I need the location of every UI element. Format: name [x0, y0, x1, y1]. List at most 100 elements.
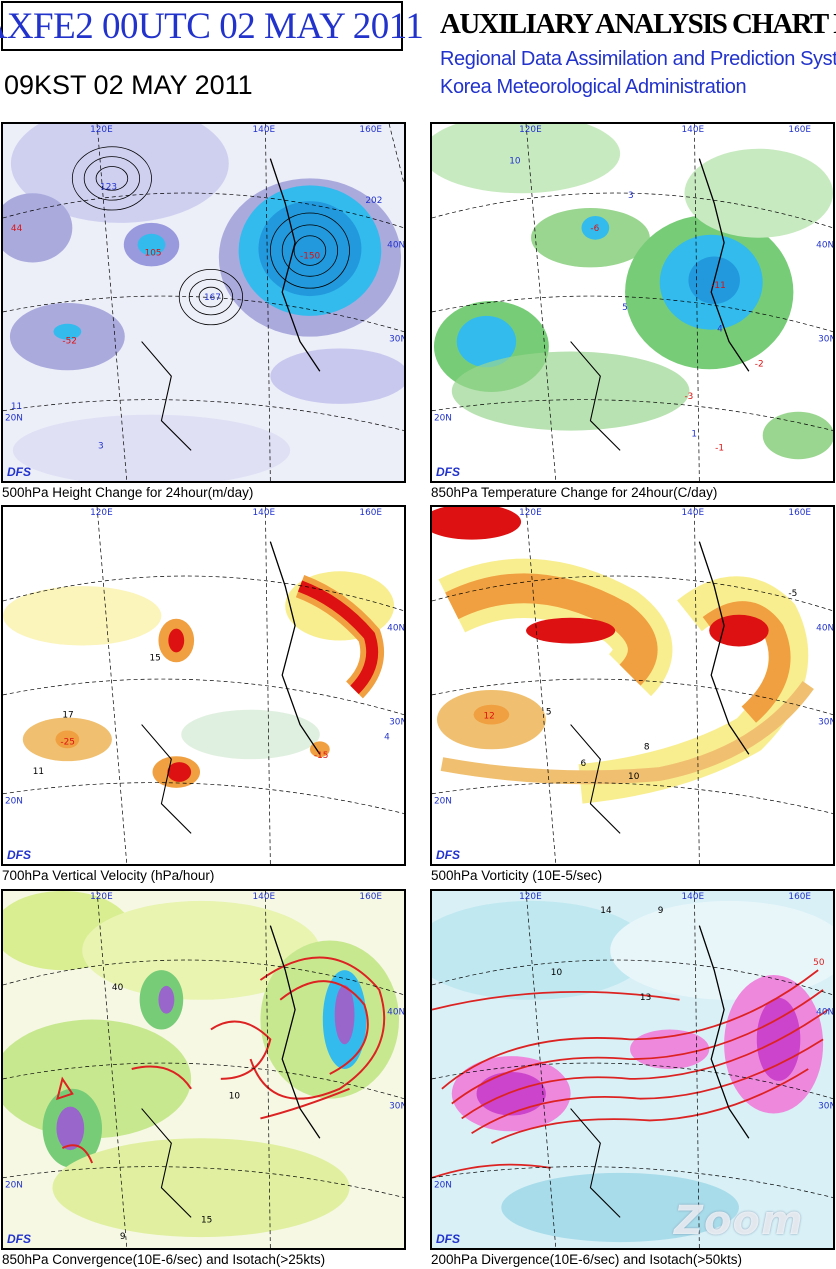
dfs-logo: DFS [7, 848, 31, 862]
map-label: 5 [622, 303, 628, 313]
map-label: 20N [5, 797, 23, 807]
panel-caption: 850hPa Convergence(10E-6/sec) and Isotac… [2, 1252, 326, 1267]
map-label: 160E [359, 125, 382, 135]
map-label: 11 [33, 767, 44, 777]
map-label: -52 [62, 337, 77, 347]
map-label: 140E [682, 508, 705, 518]
map-label: 14 [600, 906, 612, 916]
map-label: 10 [229, 1092, 241, 1102]
map-label: 30N [818, 335, 833, 345]
map-label: 50 [813, 958, 825, 968]
map-label: 120E [90, 508, 113, 518]
vorticity-map: 120E 140E 160E 40N 30N 20N 12 10 8 6 5 -… [432, 507, 833, 864]
map-label: 5 [546, 708, 552, 718]
map-label: 30N [389, 1102, 404, 1112]
map-label: -6 [590, 224, 599, 234]
map-label: -25 [60, 737, 75, 747]
map-label: 40 [112, 983, 124, 993]
map-label: 120E [519, 508, 542, 518]
map-label: 20N [5, 414, 23, 424]
system-name: Regional Data Assimilation and Predictio… [440, 48, 836, 70]
dfs-logo: DFS [436, 465, 460, 479]
map-label: 105 [145, 249, 162, 259]
map-label: 20N [434, 797, 452, 807]
map-label: 6 [581, 759, 587, 769]
map-label: 120E [90, 125, 113, 135]
map-label: 44 [11, 224, 23, 234]
map-label: 140E [682, 892, 705, 902]
map-label: 3 [98, 441, 104, 451]
panel-caption: 850hPa Temperature Change for 24hour(C/d… [431, 485, 718, 500]
map-label: 9 [120, 1232, 126, 1242]
convergence-map: 120E 140E 160E 40N 30N 20N 40 10 9 15 [3, 891, 404, 1248]
map-label: 4 [717, 325, 723, 335]
map-label: 30N [818, 718, 833, 728]
chart-title: AUXILIARY ANALYSIS CHART II [440, 8, 836, 40]
dfs-logo: DFS [7, 465, 31, 479]
vertical-velocity-map: 120E 140E 160E 40N 30N 20N 15 17 -25 11 … [3, 507, 404, 864]
agency-name: Korea Meteorological Administration [440, 76, 747, 98]
map-label: 3 [628, 191, 634, 201]
map-label: 12 [483, 712, 494, 722]
map-label: 160E [359, 508, 382, 518]
panel-caption: 700hPa Vertical Velocity (hPa/hour) [2, 868, 215, 883]
map-label: 11 [11, 402, 22, 412]
map-label: -1 [715, 443, 724, 453]
panel-caption: 500hPa Vorticity (10E-5/sec) [431, 868, 603, 883]
map-label: 40N [387, 241, 404, 251]
map-label: 140E [682, 125, 705, 135]
local-time: 09KST 02 MAY 2011 [4, 70, 253, 100]
map-label: 120E [519, 125, 542, 135]
map-label: 20N [434, 414, 452, 424]
map-label: 20N [434, 1181, 452, 1191]
panel-caption: 200hPa Divergence(10E-6/sec) and Isotach… [431, 1252, 743, 1267]
map-label: 1 [691, 430, 697, 440]
map-label: 9 [658, 906, 664, 916]
map-label: 10 [628, 772, 640, 782]
dfs-logo: DFS [436, 1232, 460, 1246]
map-label: 167 [204, 293, 221, 303]
panel-caption: 500hPa Height Change for 24hour(m/day) [2, 485, 254, 500]
map-label: -2 [755, 359, 764, 369]
map-label: 17 [62, 711, 73, 721]
map-label: 30N [818, 1102, 833, 1112]
map-label: 202 [365, 196, 382, 206]
product-code: AXFE2 00UTC 02 MAY 2011 [0, 5, 424, 47]
map-label: 30N [389, 335, 404, 345]
temperature-change-map: 120E 140E 160E 40N 30N 20N 10 -6 3 5 -1 1… [432, 124, 833, 481]
map-label: 4 [384, 732, 390, 742]
map-label: 40N [387, 624, 404, 634]
map-label: -150 [300, 251, 321, 261]
map-label: 10 [551, 968, 563, 978]
map-label: 8 [644, 742, 650, 752]
dfs-logo: DFS [436, 848, 460, 862]
map-panel-height-change: 120E 140E 160E 40N 30N 20N 44 123 105 16… [1, 122, 406, 483]
map-label: 120E [519, 892, 542, 902]
map-label: -15 [314, 751, 329, 761]
map-label: 123 [100, 182, 117, 192]
map-label: 160E [788, 508, 811, 518]
map-label: -3 [684, 392, 693, 402]
map-label: 40N [387, 1008, 404, 1018]
map-label: 13 [640, 993, 651, 1003]
map-label: 10 [509, 157, 521, 167]
map-panel-vorticity: 120E 140E 160E 40N 30N 20N 12 10 8 6 5 -… [430, 505, 835, 866]
map-label: 160E [359, 892, 382, 902]
map-panel-divergence: 120E 140E 160E 40N 30N 20N 14 9 13 10 50… [430, 889, 835, 1250]
map-panel-vertical-velocity: 120E 140E 160E 40N 30N 20N 15 17 -25 11 … [1, 505, 406, 866]
map-label: 20N [5, 1181, 23, 1191]
map-label: 15 [201, 1215, 212, 1225]
map-label: 140E [253, 892, 276, 902]
dfs-logo: DFS [7, 1232, 31, 1246]
map-label: 140E [253, 508, 276, 518]
map-label: 140E [253, 125, 276, 135]
map-panel-convergence: 120E 140E 160E 40N 30N 20N 40 10 9 15 DF… [1, 889, 406, 1250]
zoom-watermark: Zoom [674, 1198, 804, 1244]
map-label: 160E [788, 125, 811, 135]
map-label: 40N [816, 241, 833, 251]
product-code-box: AXFE2 00UTC 02 MAY 2011 [0, 1, 424, 51]
map-label: -5 [788, 589, 797, 599]
map-label: 40N [816, 1008, 833, 1018]
divergence-map: 120E 140E 160E 40N 30N 20N 14 9 13 10 50 [432, 891, 833, 1248]
map-label: 120E [90, 892, 113, 902]
